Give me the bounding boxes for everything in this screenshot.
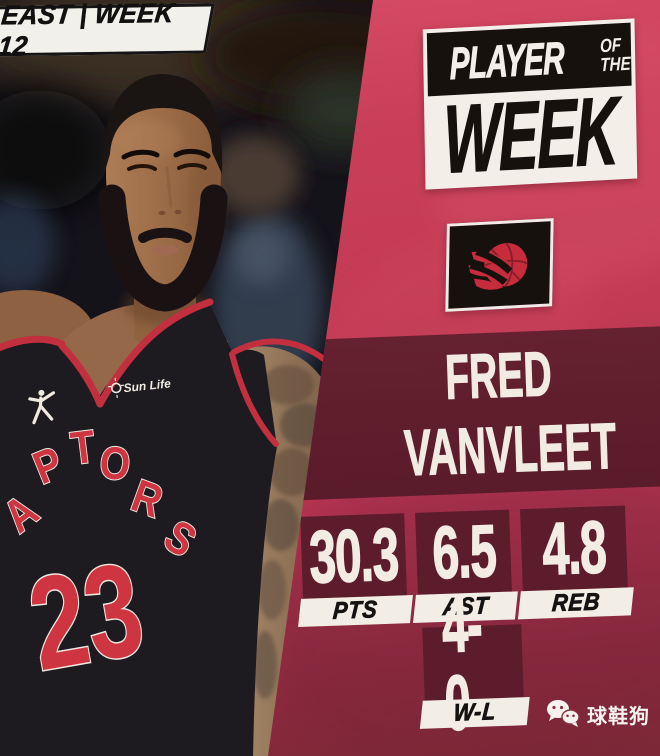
player-figure: A P T O R S 23 Sun Life [0, 74, 335, 756]
stat-label: REB [550, 588, 601, 618]
logo-week-text: WEEK [442, 85, 619, 186]
logo-the-text: THE [600, 53, 631, 76]
jumpman-icon [28, 389, 56, 425]
record-label: W-L [452, 698, 498, 727]
svg-text:Sun Life: Sun Life [123, 376, 172, 395]
watermark: 球鞋狗 [546, 699, 650, 729]
sponsor-patch: Sun Life [107, 376, 172, 398]
stat-rebounds: 4.8 REB [517, 505, 634, 620]
watermark-text: 球鞋狗 [587, 705, 650, 728]
sun-icon [110, 382, 122, 394]
player-head [98, 74, 228, 312]
conference-week-badge: EAST | WEEK 12 [0, 0, 215, 62]
jersey [0, 300, 277, 756]
stat-points: 30.3 PTS [298, 512, 413, 628]
player-last-name: VANVLEET [403, 408, 618, 490]
svg-text:O: O [97, 437, 133, 492]
player-of-the-week-logo: PLAYER OF THE WEEK [422, 18, 638, 190]
team-logo-box [445, 218, 554, 312]
stat-label: PTS [332, 596, 379, 625]
stat-record: 4-0 W-L [419, 579, 530, 747]
wechat-icon [547, 700, 580, 727]
jersey-number: 23 [19, 533, 153, 698]
player-first-name: FRED [444, 339, 554, 414]
player-name: FRED VANVLEET [336, 339, 660, 490]
stat-value: 4.8 [540, 505, 607, 591]
logo-player-text: PLAYER [449, 31, 565, 89]
jersey-trim [0, 298, 333, 447]
badge-label: EAST | WEEK 12 [0, 0, 176, 62]
raptors-claw-basketball-icon [467, 242, 528, 290]
stat-value: 30.3 [307, 512, 400, 599]
